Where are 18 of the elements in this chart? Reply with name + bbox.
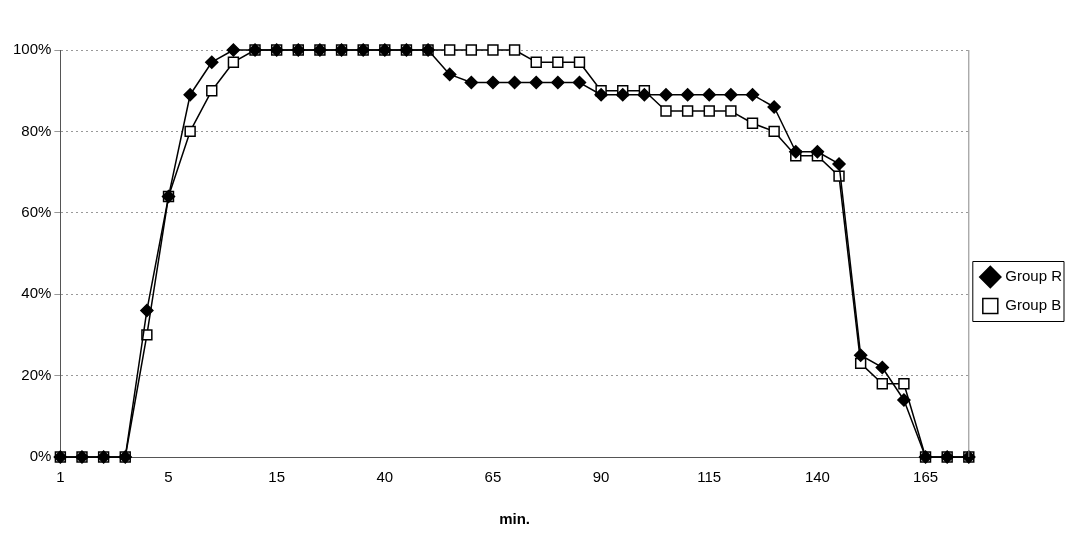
y-tick-label: 40% — [21, 284, 52, 302]
y-tick-label: 0% — [29, 447, 52, 465]
y-tick-label: 60% — [21, 202, 52, 220]
x-tick-label: 90 — [592, 468, 610, 486]
x-tick-label: 115 — [697, 468, 722, 486]
y-tick-label: 80% — [21, 121, 52, 139]
legend-label: Group R — [1005, 267, 1063, 285]
y-tick-label: 20% — [21, 365, 52, 383]
x-axis-title: min. — [499, 510, 531, 528]
x-tick-label: 165 — [913, 468, 939, 486]
x-tick-label: 40 — [376, 468, 394, 486]
x-tick-label: 15 — [268, 468, 285, 486]
x-tick-label: 140 — [804, 468, 830, 486]
x-tick-label: 65 — [484, 468, 502, 486]
y-tick-label: 100% — [12, 40, 52, 58]
x-tick-label: 5 — [164, 468, 173, 486]
x-tick-label: 1 — [56, 468, 65, 486]
legend-label: Group B — [1005, 296, 1062, 314]
